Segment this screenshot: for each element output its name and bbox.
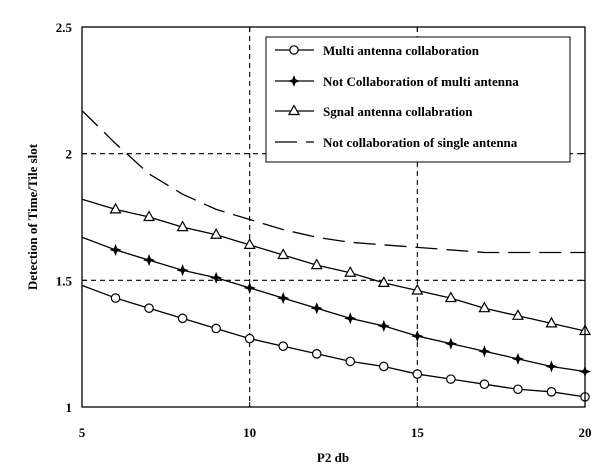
x-tick-label: 15: [411, 425, 425, 440]
legend-box: [265, 36, 571, 163]
y-tick-label: 1.5: [56, 273, 73, 288]
y-tick-label: 1: [66, 400, 73, 415]
series-1-point: [513, 384, 523, 395]
series-2-point: [176, 264, 189, 277]
series-1-point: [278, 341, 288, 351]
x-axis-label: P2 db: [317, 450, 349, 465]
series-3-point: [176, 220, 189, 232]
series-2-point: [444, 337, 457, 350]
series-3-point: [310, 258, 323, 270]
series-2-point: [545, 360, 558, 373]
series-2-line: [81, 236, 586, 373]
series-2-point: [243, 281, 256, 294]
series-group: [81, 110, 592, 402]
series-1-line: [81, 284, 586, 398]
legend-label-3: Sgnal antenna collabration: [323, 104, 473, 119]
series-3-point: [411, 283, 424, 295]
axis-ticks: 5 10 15 20 1 1.5 2 2.5: [56, 20, 592, 440]
series-3: [81, 198, 592, 336]
legend-marker-2: [287, 74, 301, 88]
series-3-point: [243, 238, 256, 249]
series-3-point: [444, 291, 457, 303]
legend-marker-3: [287, 104, 301, 116]
series-1-point: [546, 386, 557, 397]
series-1-point: [177, 313, 188, 324]
series-2-point: [411, 330, 424, 343]
y-tick-label: 2.5: [56, 20, 73, 35]
series-1: [81, 284, 590, 402]
series-2-point: [277, 292, 290, 305]
series-3-point: [344, 265, 357, 277]
series-2-point: [310, 302, 323, 315]
series-3-point: [478, 301, 491, 313]
series-1-point: [144, 303, 154, 313]
series-3-point: [143, 210, 156, 222]
legend-label-1: Multi antenna collaboration: [323, 43, 480, 58]
legend: Multi antenna collaboration Not Collabora…: [265, 36, 571, 163]
x-tick-label: 10: [243, 425, 256, 440]
series-3-point: [210, 227, 223, 239]
y-axis-label: Detection of Time/Tile slot: [25, 143, 40, 290]
series-1-point: [446, 374, 456, 384]
series-3-point: [377, 276, 390, 287]
legend-label-2: Not Collaboration of multi antenna: [323, 74, 519, 89]
series-1-point: [311, 348, 322, 359]
series-2-point: [511, 352, 524, 365]
series-1-point: [412, 369, 423, 379]
series-4: [81, 110, 585, 254]
series-2-point: [109, 243, 122, 256]
series-2: [81, 236, 592, 378]
series-2-point: [377, 319, 390, 332]
x-tick-label: 20: [579, 425, 592, 440]
series-3-line: [81, 198, 586, 332]
series-2-point: [344, 312, 357, 325]
x-tick-label: 5: [79, 425, 86, 440]
series-2-point: [478, 345, 491, 358]
series-1-point: [378, 361, 389, 372]
series-4-line: [81, 110, 585, 254]
series-1-point: [244, 333, 255, 344]
y-tick-label: 2: [66, 147, 73, 162]
plot-area-frame: [81, 26, 586, 408]
series-1-point: [345, 356, 356, 367]
legend-label-4: Not collaboration of single antenna: [323, 135, 518, 150]
series-3-point: [277, 248, 290, 260]
series-1-point: [211, 323, 221, 334]
series-3-point: [511, 309, 524, 320]
series-1-point: [110, 293, 121, 303]
series-3-point: [545, 316, 558, 328]
series-2-point: [143, 254, 156, 267]
series-1-point: [479, 379, 490, 389]
series-2-point: [210, 271, 223, 284]
legend-marker-1: [289, 45, 299, 55]
series-3-point: [109, 202, 122, 214]
